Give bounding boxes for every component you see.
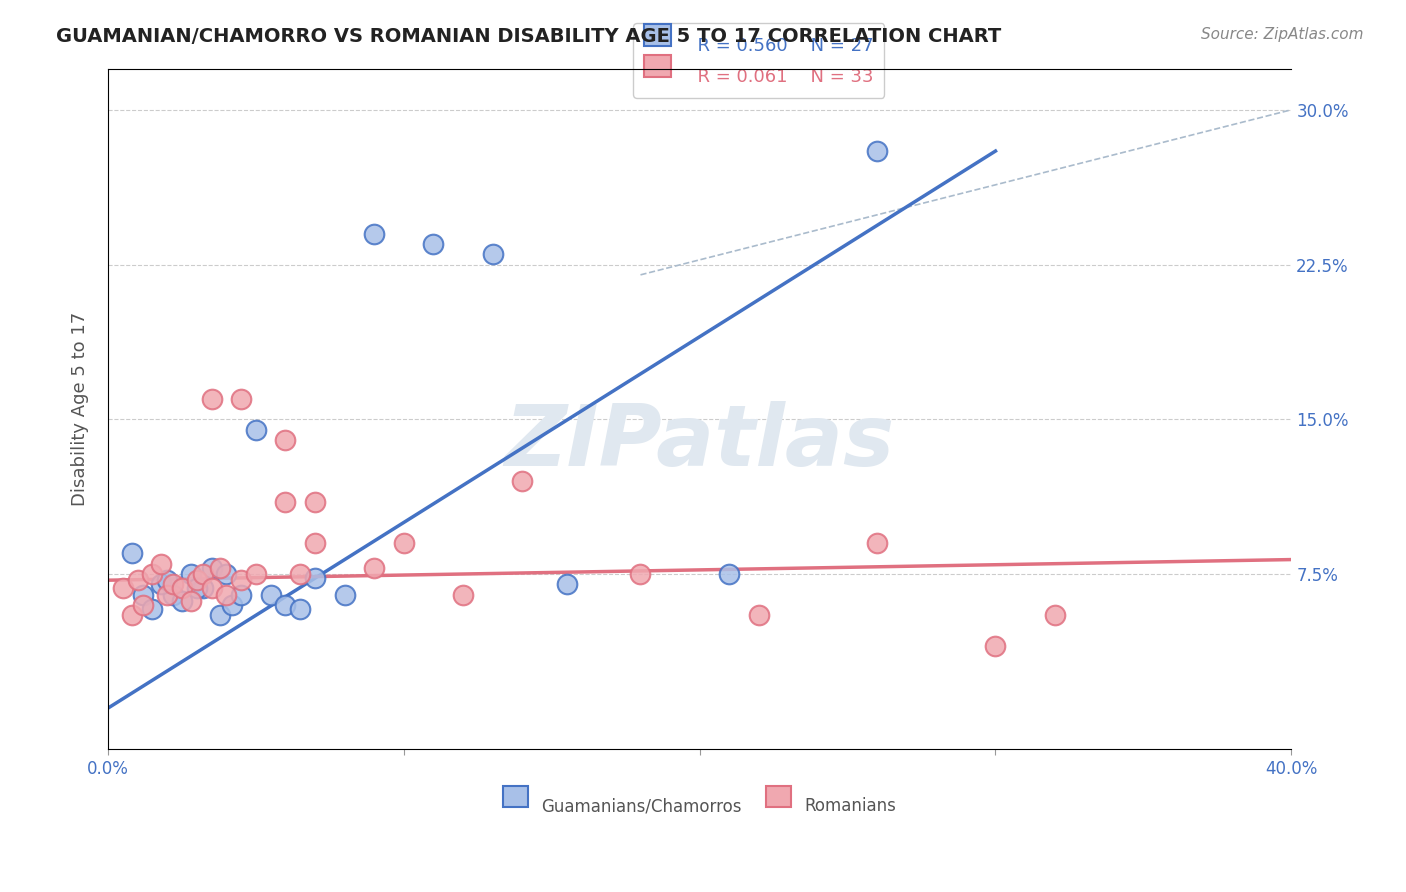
Point [274,598,297,612]
Text: Source: ZipAtlas.com: Source: ZipAtlas.com [1201,27,1364,42]
Point [156,588,179,602]
Point [111,582,134,596]
Point [121,546,143,560]
Point [422,236,444,251]
Point [229,573,252,587]
Point [127,573,149,587]
Point [630,567,652,582]
Point [180,567,202,582]
Point [162,577,184,591]
Text: ZIPatlas: ZIPatlas [505,401,894,484]
Point [186,573,208,587]
Point [132,588,155,602]
Point [866,144,889,158]
Point [304,571,326,585]
Point [333,588,356,602]
Point [229,588,252,602]
Point [170,582,193,596]
Point [180,594,202,608]
Point [718,567,741,582]
Point [290,567,312,582]
Point [245,423,267,437]
Point [392,536,415,550]
Point [132,598,155,612]
Point [304,495,326,509]
Point [1043,608,1066,623]
Point [481,247,503,261]
Point [200,582,222,596]
Y-axis label: Disability Age 5 to 17: Disability Age 5 to 17 [72,312,89,506]
Point [215,567,238,582]
Point [150,577,173,591]
Point [156,573,179,587]
Point [186,582,208,596]
Point [510,474,533,488]
Point [274,433,297,447]
Point [245,567,267,582]
Point [304,536,326,550]
Point [215,588,238,602]
Point [121,608,143,623]
Point [866,536,889,550]
Point [141,567,163,582]
Point [363,561,385,575]
Point [748,608,770,623]
Point [170,594,193,608]
Point [191,582,214,596]
Point [451,588,474,602]
Point [191,567,214,582]
Point [229,392,252,406]
Point [200,392,222,406]
Point [209,608,232,623]
Point [150,557,173,571]
Point [209,561,232,575]
Point [221,598,243,612]
Point [200,561,222,575]
Legend: Guamanians/Chamorros, Romanians: Guamanians/Chamorros, Romanians [496,789,903,822]
Point [260,588,283,602]
Text: GUAMANIAN/CHAMORRO VS ROMANIAN DISABILITY AGE 5 TO 17 CORRELATION CHART: GUAMANIAN/CHAMORRO VS ROMANIAN DISABILIT… [56,27,1001,45]
Point [363,227,385,241]
Point [274,495,297,509]
Point [984,639,1007,653]
Point [555,577,578,591]
Point [141,602,163,616]
Point [162,588,184,602]
Point [290,602,312,616]
